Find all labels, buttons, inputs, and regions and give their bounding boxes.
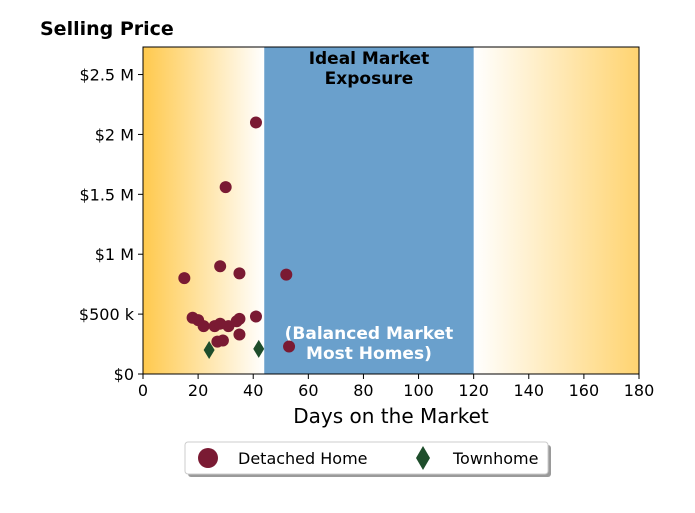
point-0-3 [197,320,210,333]
x-tick-label-9: 180 [624,381,655,400]
x-tick-label-1: 20 [188,381,208,400]
x-tick-label-8: 160 [569,381,600,400]
point-0-15 [249,116,262,129]
legend-townhome-marker [416,446,430,470]
y-tick-label-1: $500 k [79,305,135,324]
data-points [178,116,296,360]
right-gradient [473,47,639,374]
x-tick-label-6: 120 [458,381,489,400]
x-tick-label-2: 40 [243,381,263,400]
legend-detached-marker [198,448,218,468]
x-tick-label-3: 60 [298,381,318,400]
legend: Detached Home Townhome [184,441,551,477]
legend-box [184,441,549,475]
point-0-16 [249,310,262,323]
point-0-7 [216,334,229,347]
point-1-0 [203,341,215,360]
legend-townhome-label: Townhome [452,449,538,468]
point-0-13 [233,267,246,280]
x-axis-label: Days on the Market [293,404,489,428]
y-tick-label-3: $1.5 M [79,185,134,204]
y-tick-label-4: $2 M [95,125,134,144]
point-1-1 [253,339,265,358]
band-bottom-label-1: Most Homes) [306,344,432,364]
x-tick-label-5: 100 [403,381,434,400]
band-top-label-1: Exposure [325,69,414,89]
band-top-label-0: Ideal Market [309,49,430,69]
x-tick-label-4: 80 [353,381,373,400]
y-tick-label-2: $1 M [95,245,134,264]
band-rect [264,47,474,374]
chart-title: Selling Price [40,18,174,40]
plot-frame [142,46,640,375]
x-tick-label-7: 140 [514,381,545,400]
point-0-18 [283,340,296,353]
point-0-11 [233,328,246,341]
point-0-14 [219,181,232,194]
y-tick-label-5: $2.5 M [79,66,134,85]
legend-detached-label: Detached Home [238,449,368,468]
point-0-17 [280,268,293,281]
axes: 0 20 40 60 80 100 120 140 160 180 $0 $500 k $1 M $1.5… [79,46,655,400]
point-0-12 [214,260,227,273]
point-0-0 [178,272,191,285]
band-bottom-label-0: (Balanced Market [285,324,454,344]
y-tick-label-0: $0 [114,365,134,384]
point-0-10 [233,312,246,325]
x-tick-label-0: 0 [138,381,148,400]
